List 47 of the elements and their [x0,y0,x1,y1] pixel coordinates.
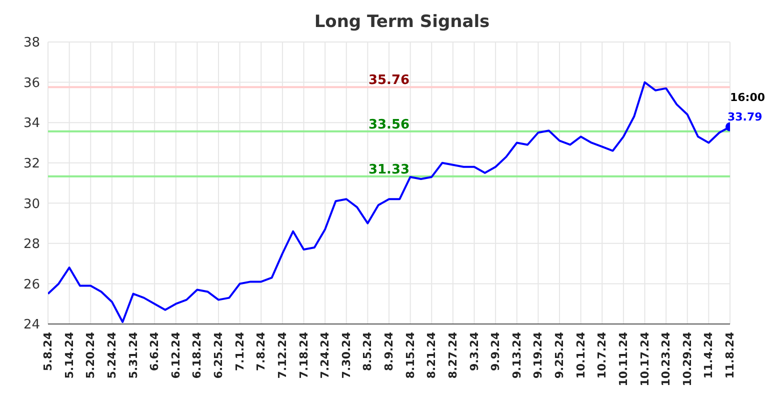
x-tick-label: 8.15.24 [404,332,417,379]
x-tick-label: 7.12.24 [276,332,289,379]
x-tick-label: 7.24.24 [318,332,332,379]
x-tick-label: 10.17.24 [638,332,652,386]
x-tick-label: 11.4.24 [702,332,716,379]
y-tick-label: 24 [23,318,40,333]
x-tick-label: 7.8.24 [254,332,268,371]
x-tick-label: 8.9.24 [382,332,396,371]
x-tick-label: 7.30.24 [340,332,353,379]
x-tick-label: 10.7.24 [596,332,609,379]
x-tick-label: 8.21.24 [425,332,438,379]
x-tick-label: 10.11.24 [616,332,630,386]
x-tick-label: 9.25.24 [553,332,566,379]
y-tick-label: 26 [23,277,40,292]
y-tick-label: 38 [23,36,40,51]
x-tick-label: 7.1.24 [233,332,246,371]
x-tick-label: 9.3.24 [468,332,481,371]
ref-line-label: 35.76 [368,73,410,88]
x-tick-label: 6.18.24 [190,332,204,379]
x-tick-label: 8.27.24 [446,332,460,379]
data-label: 33.79 [727,110,762,124]
x-tick-label: 9.13.24 [510,332,524,379]
annotation: 16:00 [730,90,766,104]
y-tick-label: 36 [23,76,40,91]
x-tick-label: 6.6.24 [148,332,162,371]
y-tick-label: 30 [23,196,40,212]
y-tick-label: 28 [23,237,40,252]
y-tick-label: 32 [23,156,40,172]
x-tick-label: 7.18.24 [297,332,310,379]
x-tick-label: 6.25.24 [212,332,225,379]
chart-title: Long Term Signals [313,11,491,34]
ref-line-label: 33.56 [368,117,410,132]
x-tick-label: 10.1.24 [574,332,588,379]
x-tick-label: 5.8.24 [42,332,54,371]
ref-line-label: 31.33 [368,162,410,178]
x-tick-label: 5.24.24 [105,332,118,379]
x-tick-label: 6.12.24 [169,332,182,379]
x-tick-label: 5.20.24 [84,332,98,379]
x-tick-label: 10.29.24 [680,332,694,386]
x-tick-label: 11.8.24 [724,332,736,379]
x-tick-label: 10.23.24 [660,332,673,386]
x-tick-label: 9.19.24 [532,332,545,379]
x-tick-label: 5.14.24 [62,332,76,379]
x-tick-label: 5.31.24 [126,332,140,379]
x-tick-label: 9.9.24 [489,332,502,371]
x-tick-label: 8.5.24 [361,332,374,371]
y-tick-label: 34 [23,116,40,132]
